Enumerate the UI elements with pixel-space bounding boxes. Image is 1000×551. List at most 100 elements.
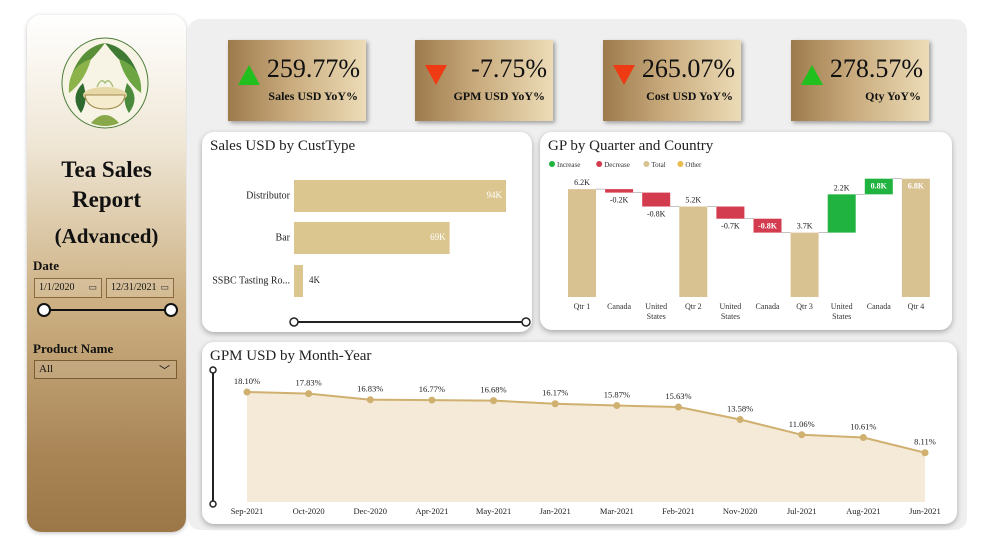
x-tick-label: States: [832, 312, 851, 321]
waterfall-data-label: 3.7K: [797, 222, 813, 231]
down-arrow-shape: [613, 65, 635, 85]
kpi-value: 259.77%: [266, 54, 360, 83]
data-point: [674, 403, 682, 411]
data-label: 10.61%: [850, 422, 876, 432]
data-label: 15.87%: [604, 390, 630, 400]
date-end-value: 12/31/2021: [111, 282, 157, 293]
waterfall-bar: [753, 218, 782, 233]
up-arrow-icon: [801, 65, 823, 85]
data-point: [243, 388, 251, 396]
waterfall-data-label: 0.8K: [871, 182, 888, 191]
x-tick-label: Qtr 2: [685, 302, 702, 311]
legend-label: Total: [651, 161, 665, 169]
chart-title: Sales USD by CustType: [210, 138, 356, 154]
waterfall-data-label: 5.2K: [685, 196, 701, 205]
product-name-value: All: [39, 363, 54, 375]
report-title-line1: Tea Sales: [61, 157, 152, 182]
x-tick-label: Qtr 1: [574, 302, 591, 311]
x-tick-label: May-2021: [476, 506, 511, 516]
product-name-dropdown[interactable]: All ﹀: [34, 360, 177, 379]
scroll-handle-bottom: [209, 500, 217, 508]
x-tick-label: Aug-2021: [846, 506, 880, 516]
area-fill: [247, 392, 925, 502]
waterfall-chart: Increase Decrease Total Other 6.2K Qtr 1 -0.2K…: [549, 161, 930, 321]
data-point: [490, 397, 498, 405]
date-label: Date: [33, 258, 59, 273]
data-label: 16.17%: [542, 388, 568, 398]
product-name-label: Product Name: [33, 341, 114, 356]
data-label: 17.83%: [296, 378, 322, 388]
kpi-value: 278.57%: [829, 54, 923, 83]
bar: [294, 265, 304, 297]
date-slider-start-handle[interactable]: [37, 303, 51, 317]
x-tick-label: Mar-2021: [600, 506, 634, 516]
legend-label: Increase: [557, 161, 580, 169]
waterfall-data-label: -0.2K: [610, 196, 629, 205]
legend-marker: [549, 161, 555, 167]
date-start-input[interactable]: 1/1/2020 ▭: [34, 278, 102, 298]
data-label: 8.11%: [914, 437, 936, 447]
waterfall-bar: [827, 194, 856, 233]
x-tick-label: Nov-2020: [723, 506, 757, 516]
gpm-area-chart: 18.10% Sep-2021 17.83% Oct-2020 16.83% Dec-20…: [209, 366, 941, 516]
waterfall-data-label: -0.7K: [721, 222, 740, 231]
waterfall-bar: [901, 178, 930, 297]
custtype-bar-chart: Distributor 94K Bar 69K SSBC Tasting Ro... 4K: [212, 180, 531, 327]
kpi-value: -7.75%: [471, 54, 547, 83]
up-arrow-icon: [238, 65, 260, 85]
waterfall-data-label: 2.2K: [834, 183, 850, 192]
bar-data-label: 94K: [487, 190, 503, 200]
x-tick-label: Qtr 4: [908, 302, 925, 311]
bar-data-label: 4K: [309, 275, 321, 285]
waterfall-bar: [642, 192, 671, 207]
scroll-handle-top: [209, 366, 217, 374]
gpm-card: GPM USD by Month-Year 18.10% Sep-2021 17.8…: [202, 342, 957, 524]
x-tick-label: Canada: [867, 302, 891, 311]
series-line: [246, 391, 926, 454]
x-tick-label: Qtr 3: [796, 302, 813, 311]
waterfall-data-label: 6.2K: [574, 178, 590, 187]
down-arrow-icon: [425, 65, 447, 85]
kpi-label: Qty YoY%: [865, 89, 921, 103]
bar: [294, 180, 506, 212]
calendar-icon[interactable]: ▭: [160, 282, 169, 292]
date-end-input[interactable]: 12/31/2021 ▭: [106, 278, 174, 298]
x-tick-label: Feb-2021: [662, 506, 695, 516]
data-point: [305, 390, 313, 398]
waterfall-card: GP by Quarter and Country Increase Decrea…: [540, 132, 952, 330]
date-range-slider[interactable]: [43, 309, 171, 311]
calendar-icon[interactable]: ▭: [88, 282, 97, 292]
x-tick-label: United: [831, 302, 853, 311]
x-tick-label: States: [647, 312, 666, 321]
chevron-down-icon: ﹀: [159, 365, 170, 377]
bar-category-label: Bar: [276, 232, 291, 243]
date-slider-end-handle[interactable]: [164, 303, 178, 317]
kpi-sales-yoy: 259.77% Sales USD YoY%: [228, 40, 366, 121]
x-tick-label: Canada: [607, 302, 631, 311]
waterfall-bar: [679, 206, 708, 297]
data-label: 18.10%: [234, 376, 260, 386]
x-tick-label: Jun-2021: [909, 506, 941, 516]
x-tick-label: Jan-2021: [540, 506, 571, 516]
x-tick-label: States: [721, 312, 740, 321]
report-title-line2: Report: [72, 187, 141, 212]
data-label: 15.63%: [665, 391, 691, 401]
waterfall-data-label: -0.8K: [758, 222, 778, 231]
x-tick-label: Jul-2021: [787, 506, 817, 516]
kpi-cost-yoy: 265.07% Cost USD YoY%: [603, 40, 741, 121]
scroll-handle-right: [521, 317, 531, 327]
data-point: [921, 449, 929, 457]
bar: [294, 222, 450, 254]
waterfall-bar: [605, 189, 634, 193]
x-tick-label: Canada: [756, 302, 780, 311]
data-label: 16.77%: [419, 384, 445, 394]
kpi-value: 265.07%: [641, 54, 735, 83]
waterfall-bar: [716, 206, 745, 219]
date-start-value: 1/1/2020: [39, 282, 75, 293]
x-tick-label: Oct-2020: [293, 506, 325, 516]
data-point: [736, 415, 744, 423]
bar-category-label: SSBC Tasting Ro...: [212, 275, 290, 286]
kpi-qty-yoy: 278.57% Qty YoY%: [791, 40, 929, 121]
x-tick-label: United: [720, 302, 742, 311]
legend-marker: [643, 161, 650, 167]
